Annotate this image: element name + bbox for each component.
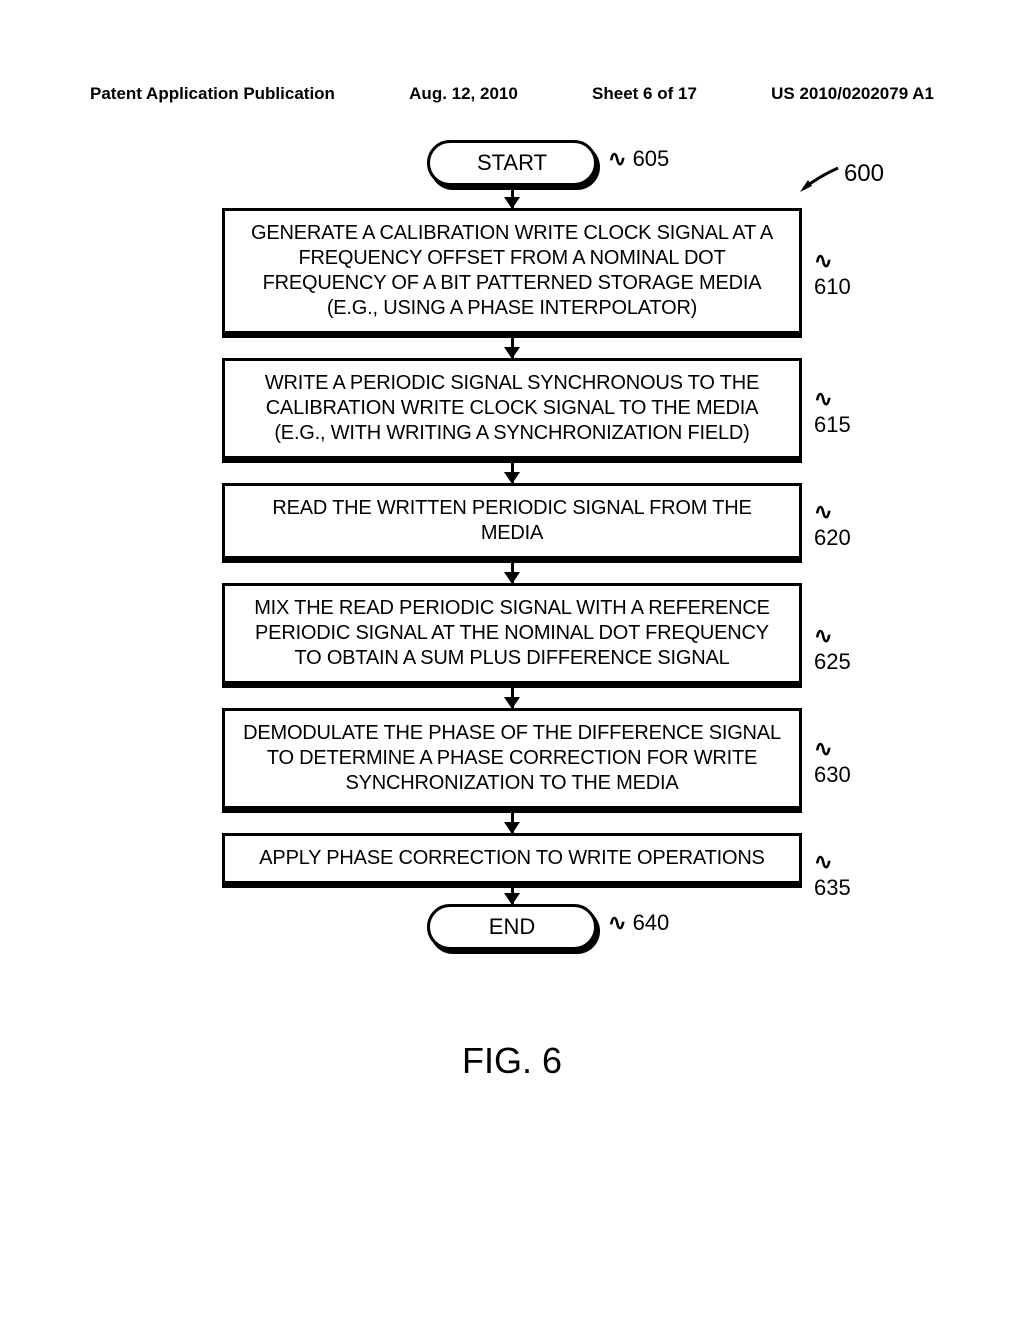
node-610: GENERATE A CALIBRATION WRITE CLOCK SIGNA… bbox=[192, 208, 832, 334]
node-620: READ THE WRITTEN PERIODIC SIGNAL FROM TH… bbox=[192, 483, 832, 559]
tilde-icon: ∿ bbox=[814, 248, 832, 273]
ref-630: ∿ 630 bbox=[814, 736, 851, 788]
process-635: APPLY PHASE CORRECTION TO WRITE OPERATIO… bbox=[222, 833, 802, 884]
connector bbox=[511, 809, 514, 833]
tilde-icon: ∿ bbox=[814, 499, 832, 524]
process-610: GENERATE A CALIBRATION WRITE CLOCK SIGNA… bbox=[222, 208, 802, 334]
process-625-text: MIX THE READ PERIODIC SIGNAL WITH A REFE… bbox=[254, 597, 770, 669]
node-625: MIX THE READ PERIODIC SIGNAL WITH A REFE… bbox=[192, 583, 832, 684]
tilde-icon: ∿ bbox=[814, 623, 832, 648]
tilde-icon: ∿ bbox=[814, 849, 832, 874]
tilde-icon: ∿ bbox=[608, 146, 626, 171]
node-start: START ∿ 605 bbox=[192, 140, 832, 186]
process-610-text: GENERATE A CALIBRATION WRITE CLOCK SIGNA… bbox=[251, 222, 773, 319]
terminal-start: START bbox=[427, 140, 597, 186]
process-615-text: WRITE A PERIODIC SIGNAL SYNCHRONOUS TO T… bbox=[265, 372, 759, 444]
header-date: Aug. 12, 2010 bbox=[409, 84, 518, 104]
header-pub: Patent Application Publication bbox=[90, 84, 335, 104]
ref-630-num: 630 bbox=[814, 762, 851, 787]
connector bbox=[511, 459, 514, 483]
node-635: APPLY PHASE CORRECTION TO WRITE OPERATIO… bbox=[192, 833, 832, 884]
node-615: WRITE A PERIODIC SIGNAL SYNCHRONOUS TO T… bbox=[192, 358, 832, 459]
process-635-text: APPLY PHASE CORRECTION TO WRITE OPERATIO… bbox=[259, 847, 764, 869]
connector bbox=[511, 188, 514, 208]
tilde-icon: ∿ bbox=[814, 386, 832, 411]
process-625: MIX THE READ PERIODIC SIGNAL WITH A REFE… bbox=[222, 583, 802, 684]
terminal-start-label: START bbox=[477, 150, 547, 176]
ref-640-num: 640 bbox=[633, 910, 670, 935]
ref-605-num: 605 bbox=[633, 146, 670, 171]
tilde-icon: ∿ bbox=[814, 736, 832, 761]
ref-610: ∿ 610 bbox=[814, 248, 851, 300]
process-630-text: DEMODULATE THE PHASE OF THE DIFFERENCE S… bbox=[243, 722, 781, 794]
header-sheet: Sheet 6 of 17 bbox=[592, 84, 697, 104]
ref-635-num: 635 bbox=[814, 875, 851, 900]
header-pubno: US 2010/0202079 A1 bbox=[771, 84, 934, 104]
process-620-text: READ THE WRITTEN PERIODIC SIGNAL FROM TH… bbox=[272, 497, 751, 544]
ref-620: ∿ 620 bbox=[814, 499, 851, 551]
terminal-end: END bbox=[427, 904, 597, 950]
ref-640: ∿ 640 bbox=[608, 910, 669, 936]
node-end: END ∿ 640 bbox=[192, 904, 832, 950]
connector bbox=[511, 559, 514, 583]
flowchart: START ∿ 605 GENERATE A CALIBRATION WRITE… bbox=[0, 140, 1024, 950]
ref-625: ∿ 625 bbox=[814, 623, 851, 675]
node-630: DEMODULATE THE PHASE OF THE DIFFERENCE S… bbox=[192, 708, 832, 809]
tilde-icon: ∿ bbox=[608, 910, 626, 935]
ref-620-num: 620 bbox=[814, 525, 851, 550]
ref-605: ∿ 605 bbox=[608, 146, 669, 172]
ref-610-num: 610 bbox=[814, 274, 851, 299]
terminal-end-label: END bbox=[489, 914, 535, 940]
connector bbox=[511, 884, 514, 904]
ref-615: ∿ 615 bbox=[814, 386, 851, 438]
ref-625-num: 625 bbox=[814, 649, 851, 674]
connector bbox=[511, 334, 514, 358]
page-header: Patent Application Publication Aug. 12, … bbox=[90, 84, 934, 104]
ref-635: ∿ 635 bbox=[814, 849, 851, 901]
ref-615-num: 615 bbox=[814, 412, 851, 437]
process-620: READ THE WRITTEN PERIODIC SIGNAL FROM TH… bbox=[222, 483, 802, 559]
process-615: WRITE A PERIODIC SIGNAL SYNCHRONOUS TO T… bbox=[222, 358, 802, 459]
connector bbox=[511, 684, 514, 708]
figure-caption: FIG. 6 bbox=[0, 1040, 1024, 1082]
process-630: DEMODULATE THE PHASE OF THE DIFFERENCE S… bbox=[222, 708, 802, 809]
